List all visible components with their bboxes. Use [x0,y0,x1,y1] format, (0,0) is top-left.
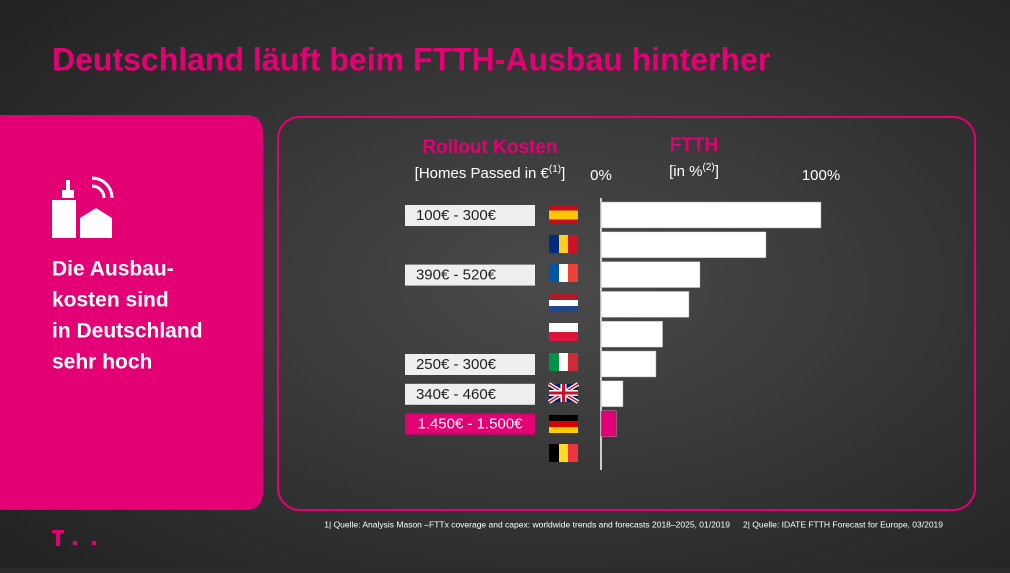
bar [600,231,767,259]
bar [600,201,822,229]
bar [600,410,617,437]
cost-header: Rollout Kosten [422,137,557,158]
flag-france [549,264,578,282]
bar [600,380,624,408]
flag-uk [547,382,580,404]
flag-poland [549,323,578,341]
sidebar-line: Die Ausbau- [52,258,174,281]
cost-subheader: [Homes Passed in €(1)] [415,164,566,182]
value-subheader: [in %(2)] [669,162,719,180]
footnotes: 1| Quelle: Analysis Mason –FTTx coverage… [324,519,943,529]
bar [600,320,663,348]
cost-label: 1.450€ - 1.500€ [417,416,523,433]
cost-label: 340€ - 460€ [416,386,497,403]
flag-germany [549,415,578,433]
flag-romania [549,235,578,253]
slide-title: Deutschland läuft beim FTTH-Ausbau hinte… [52,41,770,77]
value-subheader-text: [in % [669,163,702,180]
bar [600,350,657,378]
cost-subheader-close: ] [561,165,565,182]
cost-label: 390€ - 520€ [416,267,497,284]
flag-spain [549,206,578,224]
value-header: FTTH [670,135,719,156]
chart-frame [277,116,976,511]
flag-italy [549,353,578,371]
bar [600,291,690,318]
cost-subheader-text: [Homes Passed in € [415,165,550,182]
sidebar-text: Die Ausbau-kosten sind in Deutschland sehr… [52,258,203,374]
flag-belgium [549,444,578,462]
flag-netherlands [549,294,578,312]
footnote: 1| Quelle: Analysis Mason –FTTx coverage… [324,519,730,529]
sidebar-line: sehr hoch [52,351,152,374]
cost-label-box [405,205,535,226]
sidebar-line: kosten sind [52,289,169,312]
building-icon [52,176,114,238]
cost-label: 100€ - 300€ [416,207,497,224]
sidebar-line: in Deutschland [52,320,203,343]
cost-label-box [405,264,535,286]
footnote: 2| Quelle: IDATE FTTH Forecast for Europ… [743,519,943,529]
cost-label: 250€ - 300€ [416,356,497,373]
cost-label-box [405,354,535,375]
x-tick-label: 0% [590,167,612,184]
cost-label-box [405,383,535,405]
bar [600,261,701,288]
cost-label-box [405,413,535,435]
telekom-logo [52,530,96,546]
cost-subheader-ref: (1) [549,164,561,175]
value-subheader-ref: (2) [702,162,714,173]
value-subheader-close: ] [715,163,719,180]
flags [547,206,580,462]
sidebar-panel [0,115,263,510]
x-tick-label: 100% [802,167,840,184]
